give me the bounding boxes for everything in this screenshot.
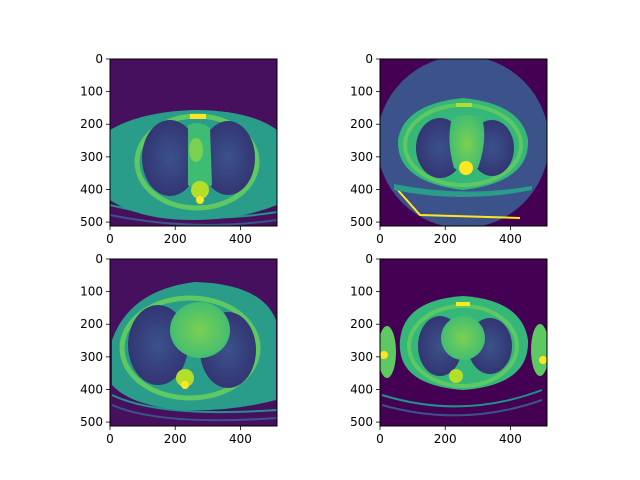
y-tick-label: 200 (350, 117, 373, 131)
x-tick-label: 400 (229, 432, 252, 446)
y-tick-label: 100 (80, 285, 103, 299)
y-tick-label: 300 (80, 150, 103, 164)
ct-slice-top-left (109, 58, 278, 227)
y-tick-label: 500 (80, 415, 103, 429)
y-tick-label: 0 (365, 52, 373, 66)
axes-frame (109, 58, 278, 227)
y-tick-label: 200 (350, 317, 373, 331)
y-tick-label: 400 (80, 182, 103, 196)
y-tick-label: 300 (80, 350, 103, 364)
y-tick-label: 500 (350, 215, 373, 229)
ct-image-top-left (110, 59, 277, 226)
ct-slice-bottom-left (109, 258, 278, 427)
y-tick-label: 0 (95, 252, 103, 266)
y-tick-label: 0 (95, 52, 103, 66)
x-tick-label: 200 (434, 232, 457, 246)
ct-slice-top-right (379, 58, 548, 227)
y-tick-label: 0 (365, 252, 373, 266)
x-tick-label: 0 (376, 432, 384, 446)
ct-image-bottom-right (380, 259, 547, 426)
x-tick-label: 0 (376, 232, 384, 246)
y-tick-label: 500 (80, 215, 103, 229)
y-tick-label: 400 (350, 182, 373, 196)
y-tick-label: 400 (350, 382, 373, 396)
y-tick-label: 400 (80, 382, 103, 396)
ct-image-bottom-left (110, 259, 277, 426)
axes-frame (109, 258, 278, 427)
x-tick-label: 0 (106, 232, 114, 246)
y-tick-label: 100 (350, 85, 373, 99)
axes-frame (379, 258, 548, 427)
axes-frame (379, 58, 548, 227)
x-tick-label: 0 (106, 432, 114, 446)
y-tick-label: 300 (350, 350, 373, 364)
x-tick-label: 400 (499, 232, 522, 246)
x-tick-label: 400 (229, 232, 252, 246)
y-tick-label: 200 (80, 317, 103, 331)
x-tick-label: 200 (164, 232, 187, 246)
ct-image-top-right (380, 59, 547, 226)
y-tick-label: 500 (350, 415, 373, 429)
y-tick-label: 100 (350, 285, 373, 299)
y-tick-label: 300 (350, 150, 373, 164)
y-tick-label: 200 (80, 117, 103, 131)
y-tick-label: 100 (80, 85, 103, 99)
x-tick-label: 400 (499, 432, 522, 446)
x-tick-label: 200 (434, 432, 457, 446)
x-tick-label: 200 (164, 432, 187, 446)
ct-slice-bottom-right (379, 258, 548, 427)
